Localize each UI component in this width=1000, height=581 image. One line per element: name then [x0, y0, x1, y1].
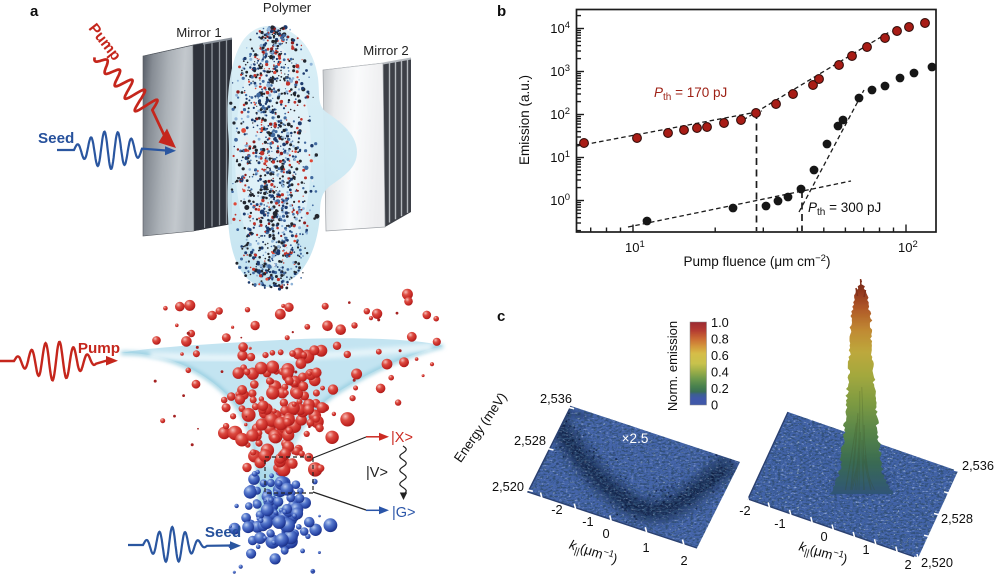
svg-text:Pth = 170 pJ: Pth = 170 pJ: [654, 85, 727, 103]
svg-text:Polymer: Polymer: [263, 0, 312, 15]
svg-text:|X>: |X>: [391, 430, 413, 446]
svg-text:k||(μm−1): k||(μm−1): [796, 538, 849, 570]
svg-text:0.2: 0.2: [711, 381, 729, 396]
svg-text:-1: -1: [582, 514, 593, 529]
svg-text:|V>: |V>: [366, 465, 388, 481]
svg-text:0: 0: [820, 529, 827, 544]
svg-text:2: 2: [680, 553, 687, 568]
svg-text:Mirror 2: Mirror 2: [363, 43, 408, 58]
svg-text:2,536: 2,536: [540, 391, 572, 406]
svg-text:Seed: Seed: [38, 130, 74, 147]
svg-text:Pump fluence (μm cm−2): Pump fluence (μm cm−2): [684, 253, 831, 269]
svg-text:Emission (a.u.): Emission (a.u.): [517, 75, 532, 165]
svg-text:Pump: Pump: [78, 340, 120, 357]
svg-text:2,520: 2,520: [492, 479, 524, 494]
svg-text:0.8: 0.8: [711, 331, 729, 346]
svg-text:c: c: [497, 308, 505, 325]
svg-text:0.6: 0.6: [711, 348, 729, 363]
svg-text:Norm. emission: Norm. emission: [665, 321, 680, 411]
svg-text:1.0: 1.0: [711, 315, 729, 330]
svg-text:a: a: [30, 3, 39, 20]
svg-text:2,528: 2,528: [514, 433, 546, 448]
svg-text:b: b: [497, 3, 506, 20]
svg-text:2,520: 2,520: [921, 555, 953, 570]
svg-text:2,528: 2,528: [941, 511, 973, 526]
svg-text:-1: -1: [774, 516, 785, 531]
svg-text:1: 1: [642, 540, 649, 555]
svg-text:0: 0: [602, 526, 609, 541]
svg-text:1: 1: [862, 542, 869, 557]
svg-text:2,536: 2,536: [962, 458, 994, 473]
svg-text:k||(μm−1): k||(μm−1): [566, 536, 619, 569]
svg-text:0: 0: [711, 398, 718, 413]
svg-text:Mirror 1: Mirror 1: [176, 25, 221, 40]
svg-text:Seed: Seed: [205, 524, 241, 541]
svg-text:-2: -2: [551, 502, 562, 517]
svg-text:|G>: |G>: [392, 505, 416, 521]
svg-text:Pth = 300 pJ: Pth = 300 pJ: [808, 200, 881, 218]
svg-text:×2.5: ×2.5: [622, 431, 649, 446]
svg-text:2: 2: [904, 557, 911, 572]
svg-text:-2: -2: [739, 503, 750, 518]
svg-text:0.4: 0.4: [711, 364, 729, 379]
